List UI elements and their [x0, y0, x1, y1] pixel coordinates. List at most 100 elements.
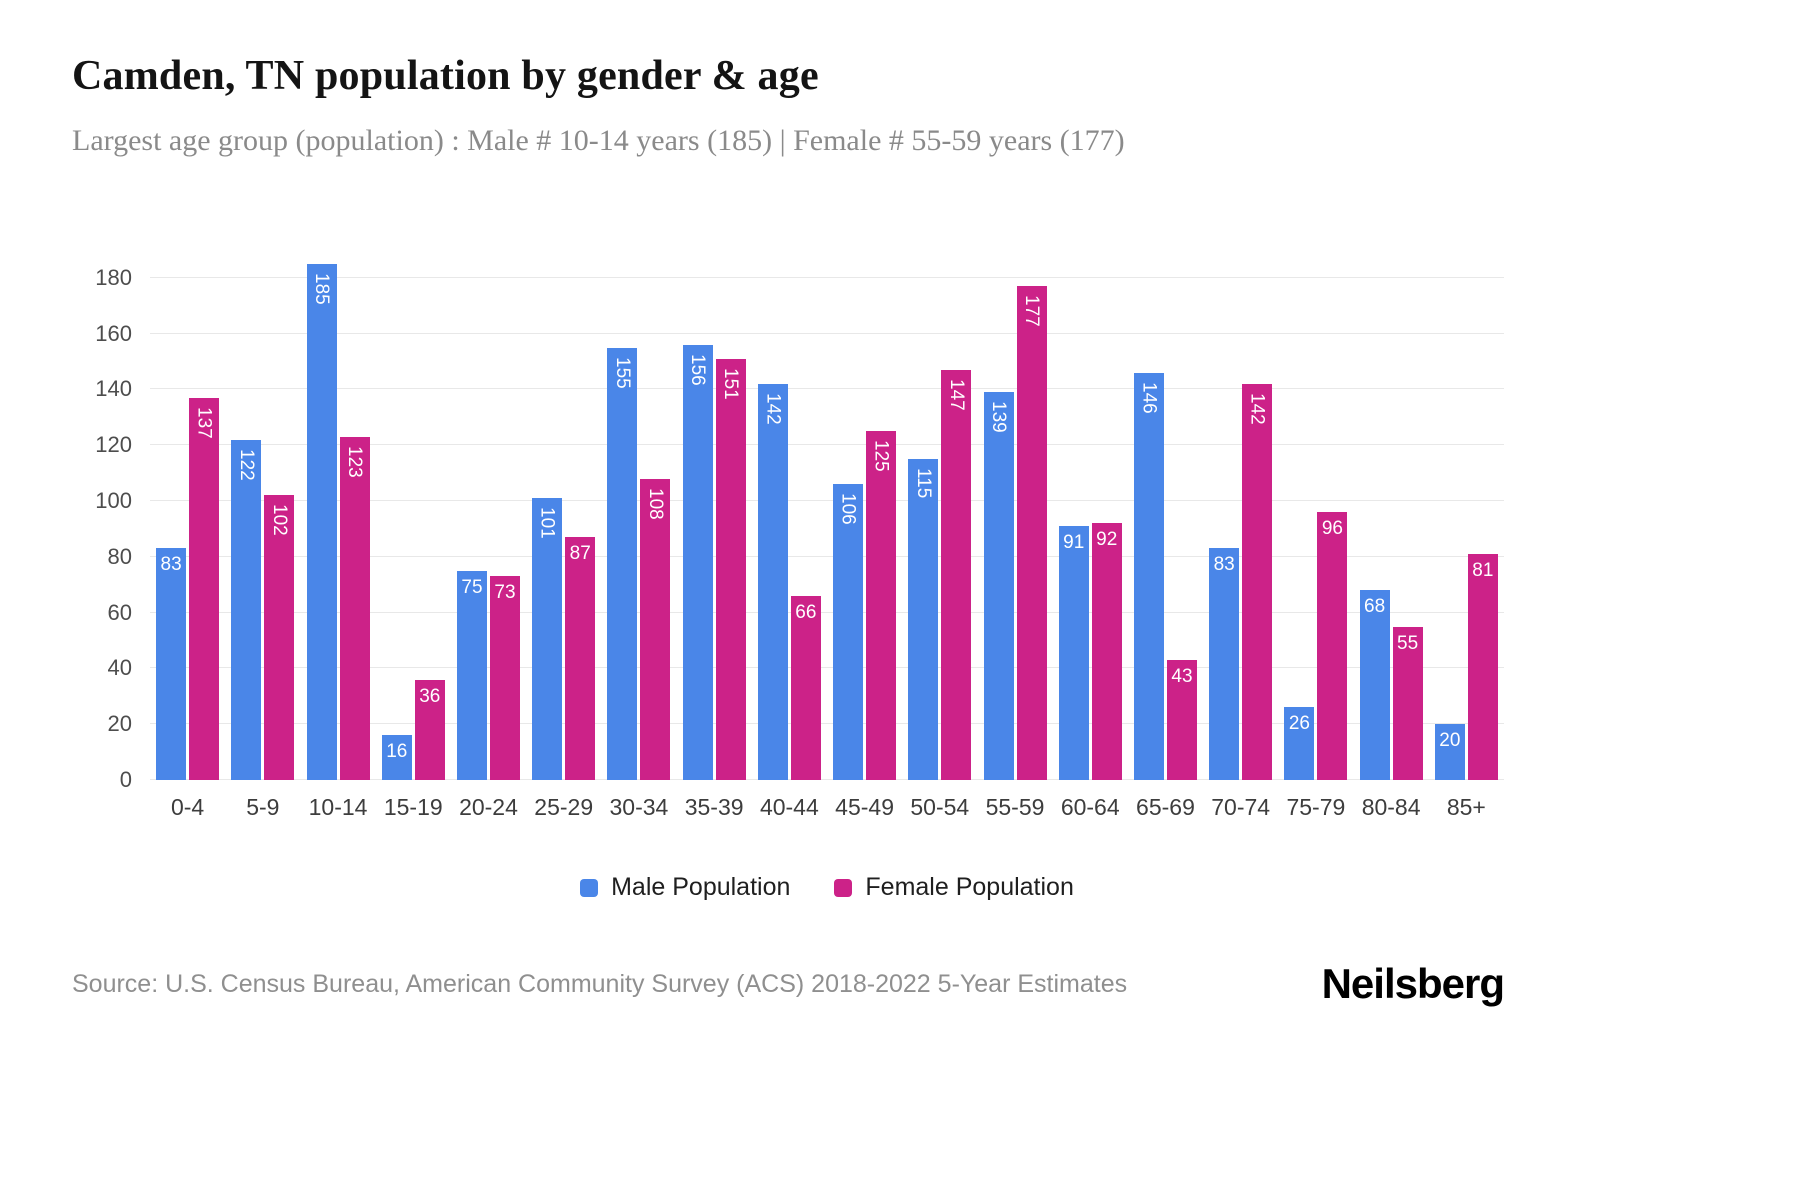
bar-male-population: 68: [1359, 590, 1390, 780]
bar-male-population: 185: [306, 263, 337, 780]
bar-male-population: 146: [1133, 372, 1164, 780]
x-axis-label: 65-69: [1136, 794, 1195, 820]
x-axis-label: 35-39: [684, 794, 744, 820]
bar-value-label: 20: [1439, 730, 1461, 752]
x-axis: 0-4 5-9 10-14 15-19 20-24 25-29 30-34 35-39 40-4…: [150, 794, 1504, 821]
bar-value-label: 16: [386, 741, 408, 763]
bar-group: 115 147: [902, 250, 977, 780]
x-axis-label: 50-54: [910, 794, 970, 820]
x-axis-label: 80-84: [1361, 794, 1421, 820]
bar-value-label: 155: [611, 356, 633, 389]
bar-value-label: 142: [1246, 392, 1268, 425]
gridline: [150, 555, 1504, 557]
y-tick-label: 180: [95, 264, 132, 290]
legend-label: Female Population: [865, 873, 1074, 901]
bar-male-population: 20: [1434, 724, 1465, 780]
bar-group: 101 87: [526, 250, 601, 780]
bar-female-population: 108: [640, 478, 671, 780]
bar-value-label: 185: [311, 272, 333, 305]
bar-female-population: 125: [866, 431, 897, 780]
bar-group: 16 36: [376, 250, 451, 780]
x-axis-label: 85+: [1446, 794, 1486, 820]
bar-male-population: 156: [682, 344, 713, 780]
bar-value-label: 123: [344, 445, 366, 478]
bar-value-label: 55: [1397, 632, 1419, 654]
bar-value-label: 68: [1364, 596, 1386, 618]
gridline: [150, 332, 1504, 334]
bar-value-label: 73: [494, 582, 516, 604]
gridline: [150, 388, 1504, 390]
bar-value-label: 139: [988, 401, 1010, 433]
bar-female-population: 96: [1317, 512, 1348, 780]
bar-female-population: 137: [189, 397, 220, 780]
y-tick-label: 20: [107, 711, 132, 737]
legend-swatch: [580, 878, 599, 897]
bar-male-population: 16: [381, 735, 412, 780]
x-axis-label: 15-19: [383, 794, 443, 820]
gridline: [150, 500, 1504, 502]
bar-value-label: 43: [1171, 666, 1193, 688]
bar-group: 146 43: [1128, 250, 1203, 780]
bar-value-label: 177: [1021, 295, 1043, 327]
y-tick-label: 120: [95, 432, 132, 458]
bar-male-population: 122: [231, 439, 262, 780]
bar-female-population: 151: [715, 358, 746, 780]
x-axis-label: 70-74: [1211, 794, 1271, 820]
gridline: [150, 723, 1504, 725]
bar-female-population: 43: [1166, 660, 1197, 780]
plot-row: 0 20 40 60 80 100 120 140 160 180 83 137 122 102 185 1…: [72, 250, 1504, 791]
bar-female-population: 177: [1016, 286, 1047, 780]
y-axis-spacer: [72, 794, 150, 821]
footer: Source: U.S. Census Bureau, American Com…: [72, 960, 1505, 1008]
bar-group: 142 66: [752, 250, 827, 780]
bar-male-population: 155: [607, 347, 638, 780]
bar-group: 68 55: [1354, 250, 1429, 780]
bar-group: 83 142: [1203, 250, 1278, 780]
bar-group: 122 102: [225, 250, 300, 780]
bar-male-population: 139: [983, 392, 1014, 780]
x-axis-label: 20-24: [459, 794, 518, 820]
gridline: [150, 779, 1504, 780]
bar-group: 83 137: [150, 250, 225, 780]
bar-female-population: 73: [489, 576, 520, 780]
bar-male-population: 83: [1209, 548, 1240, 780]
bar-groups: 83 137 122 102 185 123 16 36 75 73 101 87 155 108 156 1…: [150, 250, 1504, 780]
legend-item: Male Population: [580, 873, 790, 902]
legend-label: Male Population: [611, 873, 791, 901]
plot-area: 83 137 122 102 185 123 16 36 75 73 101 87 155 108 156 1…: [150, 250, 1504, 780]
x-axis-label: 40-44: [759, 794, 819, 820]
chart-title: Camden, TN population by gender & age: [72, 53, 819, 99]
y-tick-label: 60: [107, 599, 132, 625]
bar-value-label: 122: [235, 448, 257, 481]
legend-swatch: [834, 878, 853, 897]
bar-female-population: 92: [1091, 523, 1122, 780]
x-axis-label: 10-14: [308, 794, 368, 820]
bar-value-label: 91: [1063, 532, 1085, 554]
bar-value-label: 108: [644, 487, 666, 520]
y-tick-label: 80: [107, 543, 132, 569]
gridline: [150, 444, 1504, 446]
chart-subtitle: Largest age group (population) : Male # …: [72, 124, 1125, 157]
bar-value-label: 101: [536, 507, 558, 539]
bar-group: 75 73: [451, 250, 526, 780]
y-tick-label: 100: [95, 488, 132, 514]
bar-male-population: 83: [156, 548, 187, 780]
bar-group: 156 151: [677, 250, 752, 780]
bar-value-label: 102: [268, 504, 290, 537]
bar-male-population: 106: [833, 484, 864, 780]
bar-male-population: 91: [1058, 526, 1089, 780]
x-axis-label: 45-49: [835, 794, 894, 820]
bar-value-label: 106: [837, 493, 859, 526]
bar-value-label: 137: [193, 406, 215, 439]
bar-value-label: 146: [1138, 381, 1160, 414]
bar-female-population: 123: [339, 436, 370, 780]
bar-group: 20 81: [1429, 250, 1504, 780]
bar-value-label: 147: [945, 378, 967, 411]
bar-value-label: 87: [569, 543, 591, 565]
x-axis-label: 55-59: [985, 794, 1045, 820]
bar-female-population: 102: [264, 495, 295, 780]
bar-group: 91 92: [1053, 250, 1128, 780]
bar-male-population: 142: [757, 383, 788, 780]
bar-female-population: 36: [414, 679, 445, 780]
